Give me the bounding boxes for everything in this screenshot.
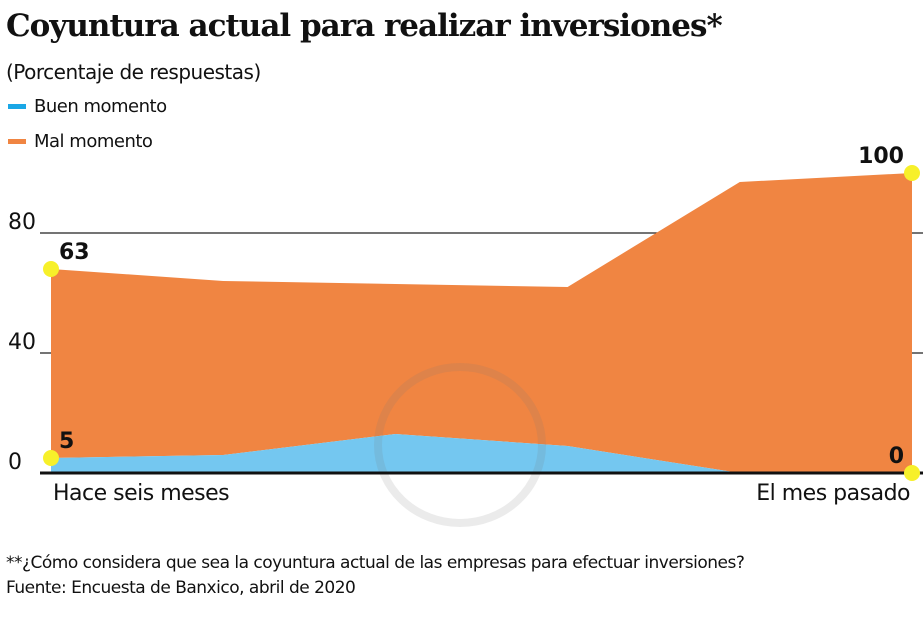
data-label: 100 [858, 144, 904, 169]
data-point-marker [43, 261, 59, 277]
legend-item-mal: Mal momento [8, 131, 153, 152]
data-point-marker [904, 165, 920, 181]
legend-swatch-buen [8, 104, 26, 109]
data-point-marker [43, 450, 59, 466]
chart-subtitle: (Porcentaje de respuestas) [6, 60, 261, 84]
legend-label-buen: Buen momento [34, 96, 167, 117]
x-label-start: Hace seis meses [53, 481, 229, 506]
data-label: 5 [59, 429, 74, 454]
x-label-end: El mes pasado [756, 481, 910, 506]
footnote: **¿Cómo considera que sea la coyuntura a… [6, 553, 745, 573]
legend-label-mal: Mal momento [34, 131, 153, 152]
area-buen [51, 434, 912, 473]
watermark-seal [374, 363, 546, 527]
data-point-marker [904, 465, 920, 481]
source: Fuente: Encuesta de Banxico, abril de 20… [6, 578, 356, 598]
y-tick-label: 0 [8, 450, 22, 475]
y-tick-label: 40 [8, 330, 36, 355]
data-label: 0 [889, 444, 904, 469]
chart-title: Coyuntura actual para realizar inversion… [6, 8, 723, 44]
area-mal [51, 173, 912, 473]
y-tick-label: 80 [8, 210, 36, 235]
legend-swatch-mal [8, 139, 26, 144]
legend-item-buen: Buen momento [8, 96, 167, 117]
data-label: 63 [59, 240, 90, 265]
